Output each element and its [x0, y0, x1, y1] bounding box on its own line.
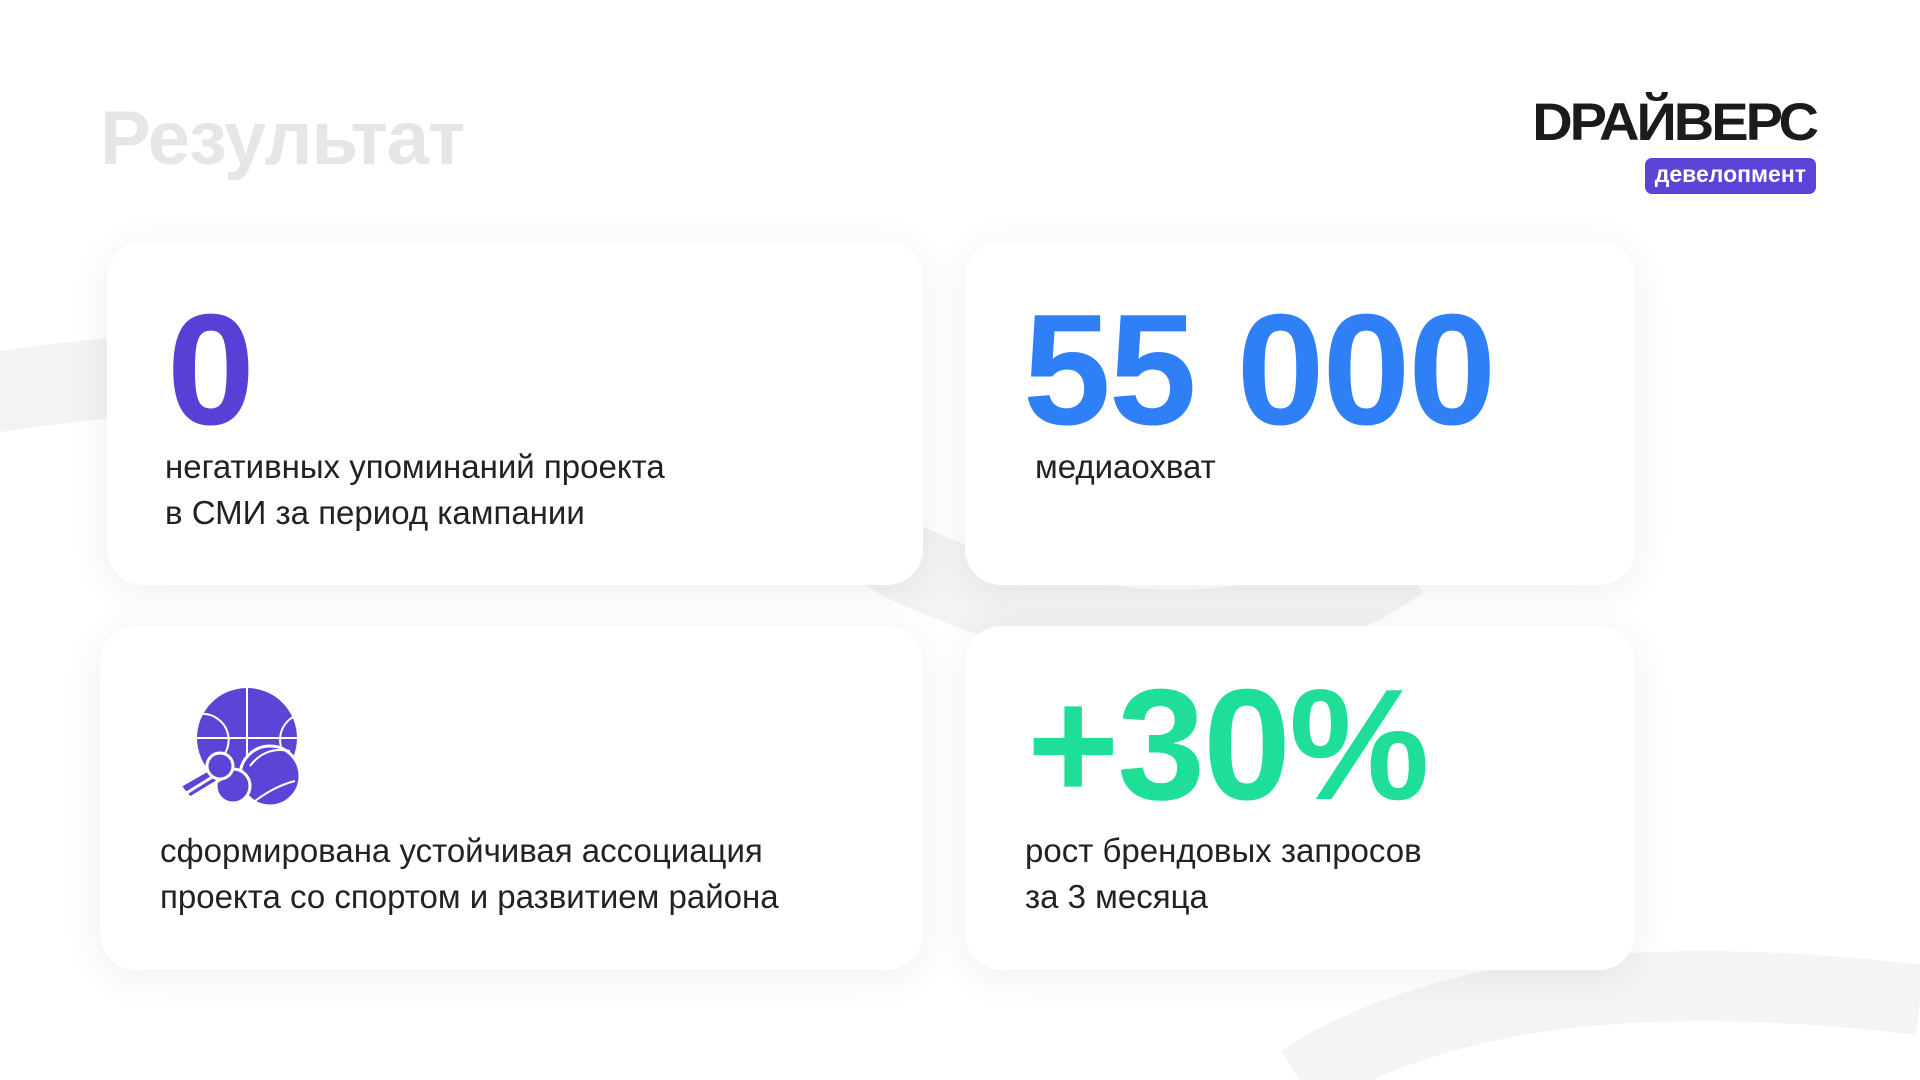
- stat-description: негативных упоминаний проекта в СМИ за п…: [165, 444, 665, 536]
- stat-card-sport-association: сформирована устойчивая ассоциация проек…: [100, 626, 923, 970]
- logo-wordmark: DРАЙВЕРС: [1532, 91, 1819, 152]
- stat-value: 55 000: [1023, 282, 1496, 458]
- desc-line: проекта со спортом и развитием района: [160, 878, 779, 915]
- stat-value: +30%: [1027, 657, 1430, 833]
- desc-line: рост брендовых запросов: [1025, 832, 1422, 869]
- stat-card-negative-mentions: 0 негативных упоминаний проекта в СМИ за…: [107, 241, 923, 585]
- stat-description: медиаохват: [1035, 444, 1216, 490]
- desc-line: за 3 месяца: [1025, 878, 1208, 915]
- desc-line: медиаохват: [1035, 448, 1216, 485]
- sports-balls-icon: [177, 688, 302, 806]
- stat-card-brand-queries: +30% рост брендовых запросов за 3 месяца: [965, 626, 1635, 970]
- logo-badge: девелопмент: [1644, 158, 1816, 194]
- desc-line: негативных упоминаний проекта: [165, 448, 665, 485]
- desc-line: сформирована устойчивая ассоциация: [160, 832, 763, 869]
- stat-description: сформирована устойчивая ассоциация проек…: [160, 828, 779, 920]
- page-title: Результат: [100, 96, 465, 181]
- stat-card-media-reach: 55 000 медиаохват: [965, 241, 1635, 585]
- stat-description: рост брендовых запросов за 3 месяца: [1025, 828, 1422, 920]
- logo: DРАЙВЕРС девелопмент: [1530, 91, 1819, 194]
- stat-value: 0: [167, 282, 255, 458]
- desc-line: в СМИ за период кампании: [165, 494, 585, 531]
